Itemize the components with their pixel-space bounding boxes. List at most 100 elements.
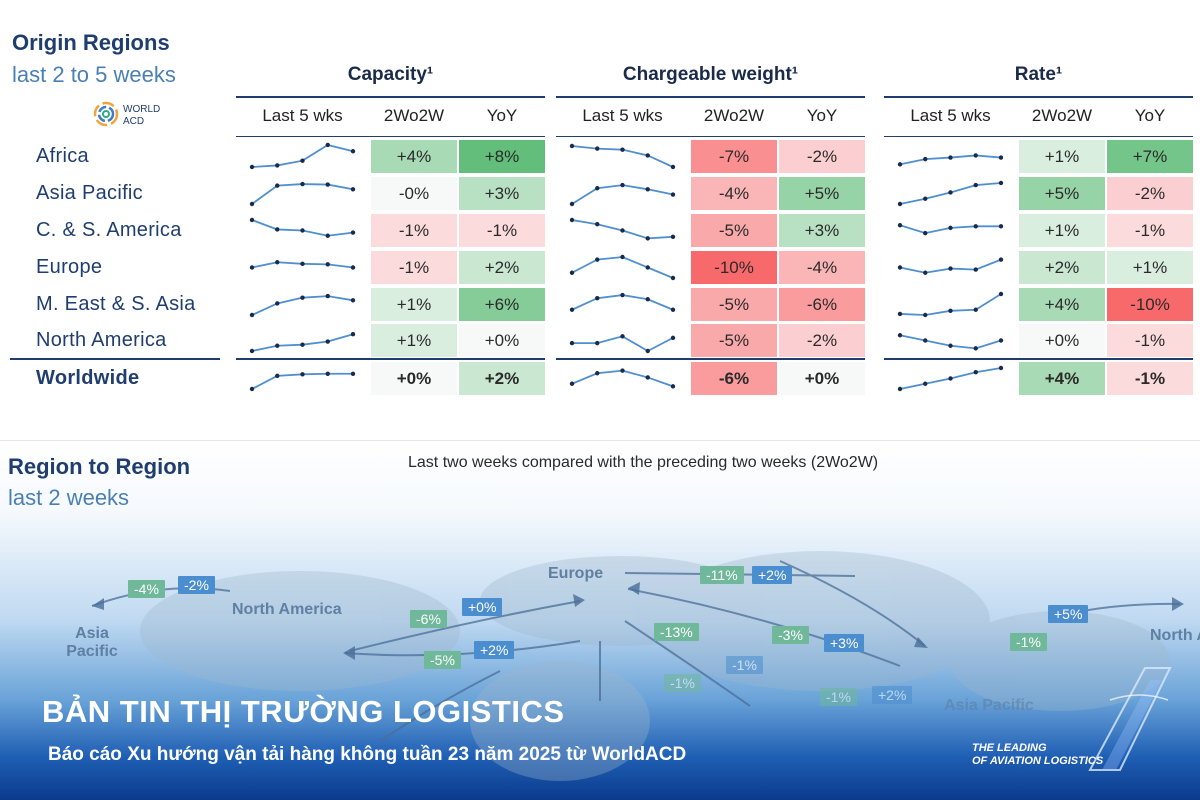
sparkline-point-rate-3 (973, 182, 978, 188)
sparkline-point-weight-4 (670, 384, 676, 389)
sparkline-point-capacity-2 (300, 228, 305, 233)
cell-rate-yoy: +1% (1107, 251, 1193, 284)
cell-rate-w2w: +1% (1019, 140, 1105, 173)
sparkline-path-weight (571, 369, 674, 388)
brand-line1: THE LEADING (972, 742, 1047, 754)
sparkline-point-rate-2 (948, 376, 953, 381)
cell-rate-w2w: +4% (1019, 362, 1105, 395)
sparkline-point-rate-3 (973, 346, 978, 351)
header-rule-weight (556, 136, 865, 137)
sparkline-path-weight (571, 184, 674, 205)
sparkline-point-weight-2 (620, 368, 625, 373)
sparkline-point-capacity-0 (249, 164, 255, 170)
sparkline-point-rate-4 (998, 224, 1004, 229)
group-title-rate: Rate¹ (1014, 64, 1063, 85)
col-header-rate-0: Last 5 wks (910, 106, 991, 125)
sparkline-point-capacity-0 (249, 265, 255, 270)
sparkline-weight (569, 292, 676, 312)
sparkline-point-rate-1 (923, 338, 928, 343)
map-label-north-america: North America (232, 601, 342, 618)
sparkline-capacity (249, 332, 356, 354)
sparkline-point-weight-0 (569, 381, 575, 386)
sparkline-point-rate-3 (973, 224, 978, 229)
sparkline-point-weight-4 (670, 307, 676, 312)
sparkline-path-weight (571, 256, 674, 279)
sparkline-rate (897, 257, 1004, 275)
sparkline-point-rate-2 (948, 190, 953, 195)
sparkline-point-rate-2 (948, 225, 953, 231)
sparkline-weight (569, 182, 676, 207)
sparkline-path-capacity (251, 183, 354, 205)
cell-rate-yoy: -2% (1107, 177, 1193, 210)
cell-rate-w2w: +5% (1019, 177, 1105, 210)
sparkline-point-rate-0 (897, 201, 903, 207)
sparkline-point-rate-2 (948, 343, 953, 348)
sparkline-point-capacity-0 (249, 386, 255, 392)
region-label: North America (36, 329, 167, 351)
cell-weight-yoy: -6% (779, 288, 865, 321)
map-label-europe: Europe (548, 565, 604, 582)
sparkline-point-rate-3 (973, 370, 978, 375)
sparkline-path-rate (899, 258, 1002, 274)
sparkline-point-rate-3 (973, 153, 978, 158)
region-label: Africa (36, 145, 89, 167)
region-label: C. & S. America (36, 219, 182, 241)
group-top-rule-rate (884, 96, 1193, 98)
logo-text-line2: ACD (123, 116, 144, 127)
arrow-ap-eu (627, 588, 901, 667)
sparkline-point-rate-1 (923, 381, 928, 386)
cell-weight-w2w: -4% (691, 177, 777, 210)
map-label-asia-pacific-2: Asia Pacific (944, 697, 1034, 714)
sparkline-point-weight-2 (620, 147, 625, 152)
cell-weight-w2w: -5% (691, 324, 777, 357)
sparkline-point-capacity-4 (350, 371, 356, 376)
badge-mid-5: -1% (664, 674, 701, 692)
cell-capacity-w2w: +0% (371, 362, 457, 395)
badge-eu-na-pos: +2% (474, 641, 515, 659)
sparkline-path-weight (571, 294, 674, 311)
col-header-capacity-2: YoY (486, 106, 518, 125)
sparkline-point-capacity-0 (249, 312, 255, 318)
arrow-eu-ap-down (779, 560, 926, 647)
region-to-region-panel (0, 441, 1200, 800)
badge-na-eu-neg: -6% (410, 610, 447, 628)
cell-weight-yoy: +5% (779, 177, 865, 210)
sparkline-point-weight-2 (620, 334, 625, 339)
cell-rate-yoy: -1% (1107, 324, 1193, 357)
arrowhead-ap-right (914, 637, 928, 648)
r2r-subtitle: last 2 weeks (8, 485, 130, 510)
cell-weight-yoy: +0% (779, 362, 865, 395)
sparkline-point-rate-2 (948, 308, 953, 313)
badge-mid-4: -1% (726, 656, 763, 674)
brand-line2: OF AVIATION LOGISTICS (972, 755, 1104, 767)
sparkline-point-weight-0 (569, 217, 575, 223)
cell-capacity-yoy: -1% (459, 214, 545, 247)
sparkline-point-weight-4 (670, 234, 676, 239)
cell-rate-yoy: -1% (1107, 214, 1193, 247)
sparkline-point-capacity-0 (249, 348, 255, 354)
badge-ap-na-pos: +5% (1048, 605, 1089, 623)
badge-na-ap-pos: -2% (178, 576, 215, 594)
sparkline-point-capacity-2 (300, 181, 305, 187)
sparkline-point-weight-4 (670, 164, 676, 170)
sparkline-point-weight-3 (645, 297, 650, 302)
sparkline-point-capacity-1 (275, 183, 280, 188)
sparkline-rate (897, 153, 1004, 167)
sparkline-point-weight-2 (620, 228, 625, 233)
sparkline-point-rate-0 (897, 311, 903, 317)
region-label: Europe (36, 256, 103, 278)
group-title-weight: Chargeable weight¹ (622, 64, 799, 85)
sparkline-point-capacity-4 (350, 149, 356, 154)
cell-capacity-w2w: +4% (371, 140, 457, 173)
group-top-rule-capacity (236, 96, 545, 98)
banner-title: BẢN TIN THỊ TRƯỜNG LOGISTICS (42, 694, 565, 729)
col-header-weight-0: Last 5 wks (582, 106, 663, 125)
sparkline-capacity (249, 293, 356, 318)
sparkline-point-capacity-1 (275, 227, 280, 232)
sparkline-path-weight (572, 335, 674, 353)
badge-na-ap-neg: -4% (128, 580, 165, 598)
cell-capacity-yoy: +0% (459, 324, 545, 357)
badge-ap-na-neg: -1% (1010, 633, 1047, 651)
cell-weight-w2w: -10% (691, 251, 777, 284)
cell-rate-yoy: -10% (1107, 288, 1193, 321)
